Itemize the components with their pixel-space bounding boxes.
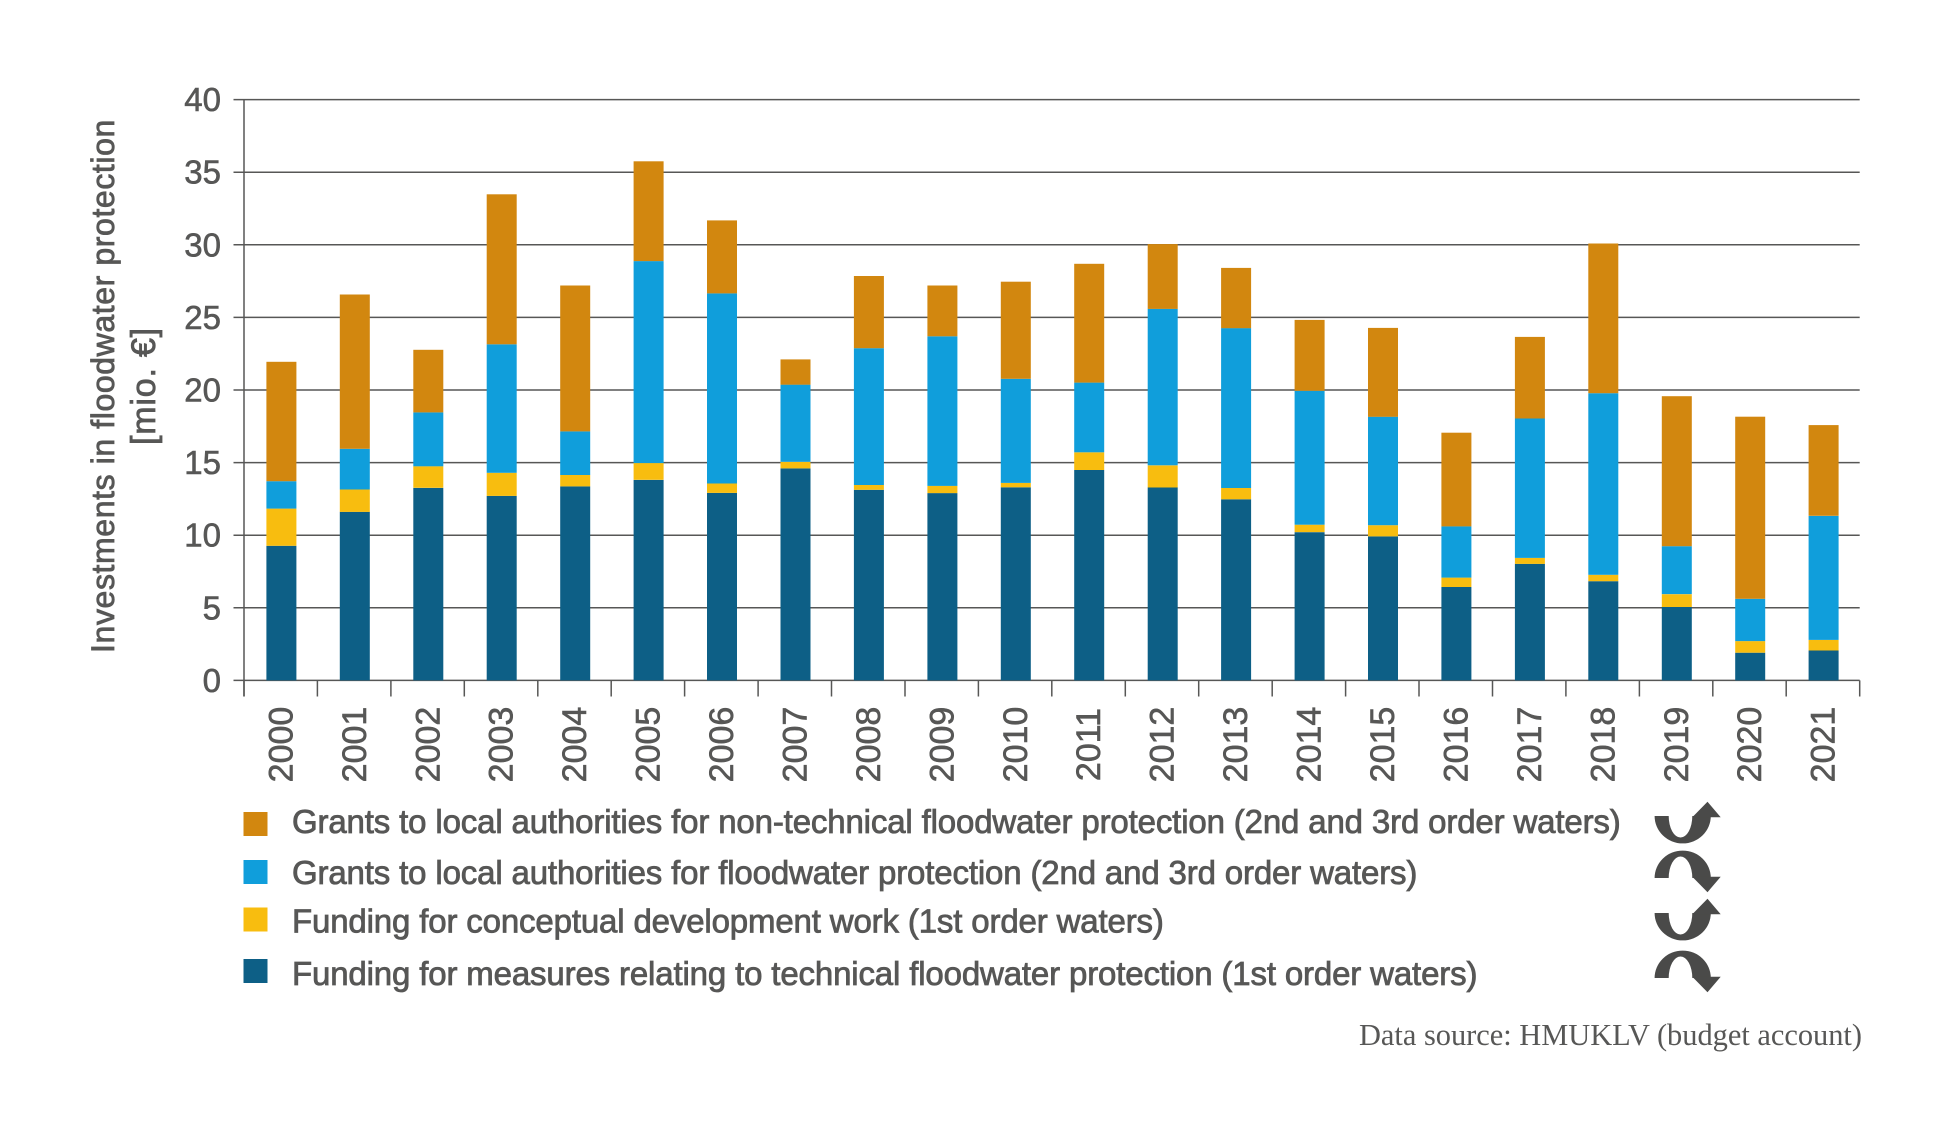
svg-text:2005: 2005: [630, 707, 668, 783]
svg-text:2011: 2011: [1070, 708, 1108, 781]
svg-text:25: 25: [184, 299, 221, 336]
svg-text:2014: 2014: [1291, 707, 1329, 783]
svg-text:35: 35: [184, 154, 221, 191]
svg-text:2018: 2018: [1584, 707, 1622, 783]
svg-text:2019: 2019: [1658, 707, 1696, 783]
svg-text:2004: 2004: [556, 707, 594, 783]
svg-text:Investments in floodwater prot: Investments in floodwater protection: [85, 119, 121, 653]
svg-text:10: 10: [184, 517, 221, 554]
svg-text:0: 0: [203, 662, 221, 699]
svg-text:15: 15: [184, 444, 221, 481]
svg-text:2008: 2008: [850, 707, 888, 783]
svg-text:Funding for measures relating: Funding for measures relating to technic…: [292, 955, 1477, 992]
svg-text:5: 5: [203, 589, 221, 626]
svg-text:40: 40: [184, 81, 221, 118]
svg-text:2013: 2013: [1217, 707, 1255, 783]
svg-text:[mio. €]: [mio. €]: [125, 327, 163, 445]
svg-text:2016: 2016: [1437, 707, 1475, 783]
svg-text:2002: 2002: [409, 707, 447, 783]
svg-text:30: 30: [184, 226, 221, 263]
svg-text:20: 20: [184, 372, 221, 409]
svg-text:Data source: HMUKLV (budget ac: Data source: HMUKLV (budget account): [1359, 1018, 1862, 1052]
svg-text:2007: 2007: [777, 707, 815, 783]
svg-text:Grants to local authorities fo: Grants to local authorities for floodwat…: [292, 854, 1417, 891]
svg-text:2009: 2009: [923, 707, 961, 783]
svg-text:2017: 2017: [1511, 707, 1549, 783]
svg-text:Grants to local authorities fo: Grants to local authorities for non-tech…: [292, 803, 1621, 840]
svg-text:2000: 2000: [262, 707, 300, 783]
svg-text:2012: 2012: [1144, 707, 1182, 783]
svg-text:Funding for conceptual develop: Funding for conceptual development work …: [292, 903, 1164, 940]
svg-text:2003: 2003: [483, 707, 521, 783]
svg-text:2020: 2020: [1731, 707, 1769, 783]
svg-text:2006: 2006: [703, 707, 741, 783]
svg-text:2010: 2010: [997, 707, 1035, 783]
svg-text:2021: 2021: [1805, 707, 1843, 783]
svg-text:2015: 2015: [1364, 707, 1402, 783]
svg-text:2001: 2001: [336, 707, 374, 783]
